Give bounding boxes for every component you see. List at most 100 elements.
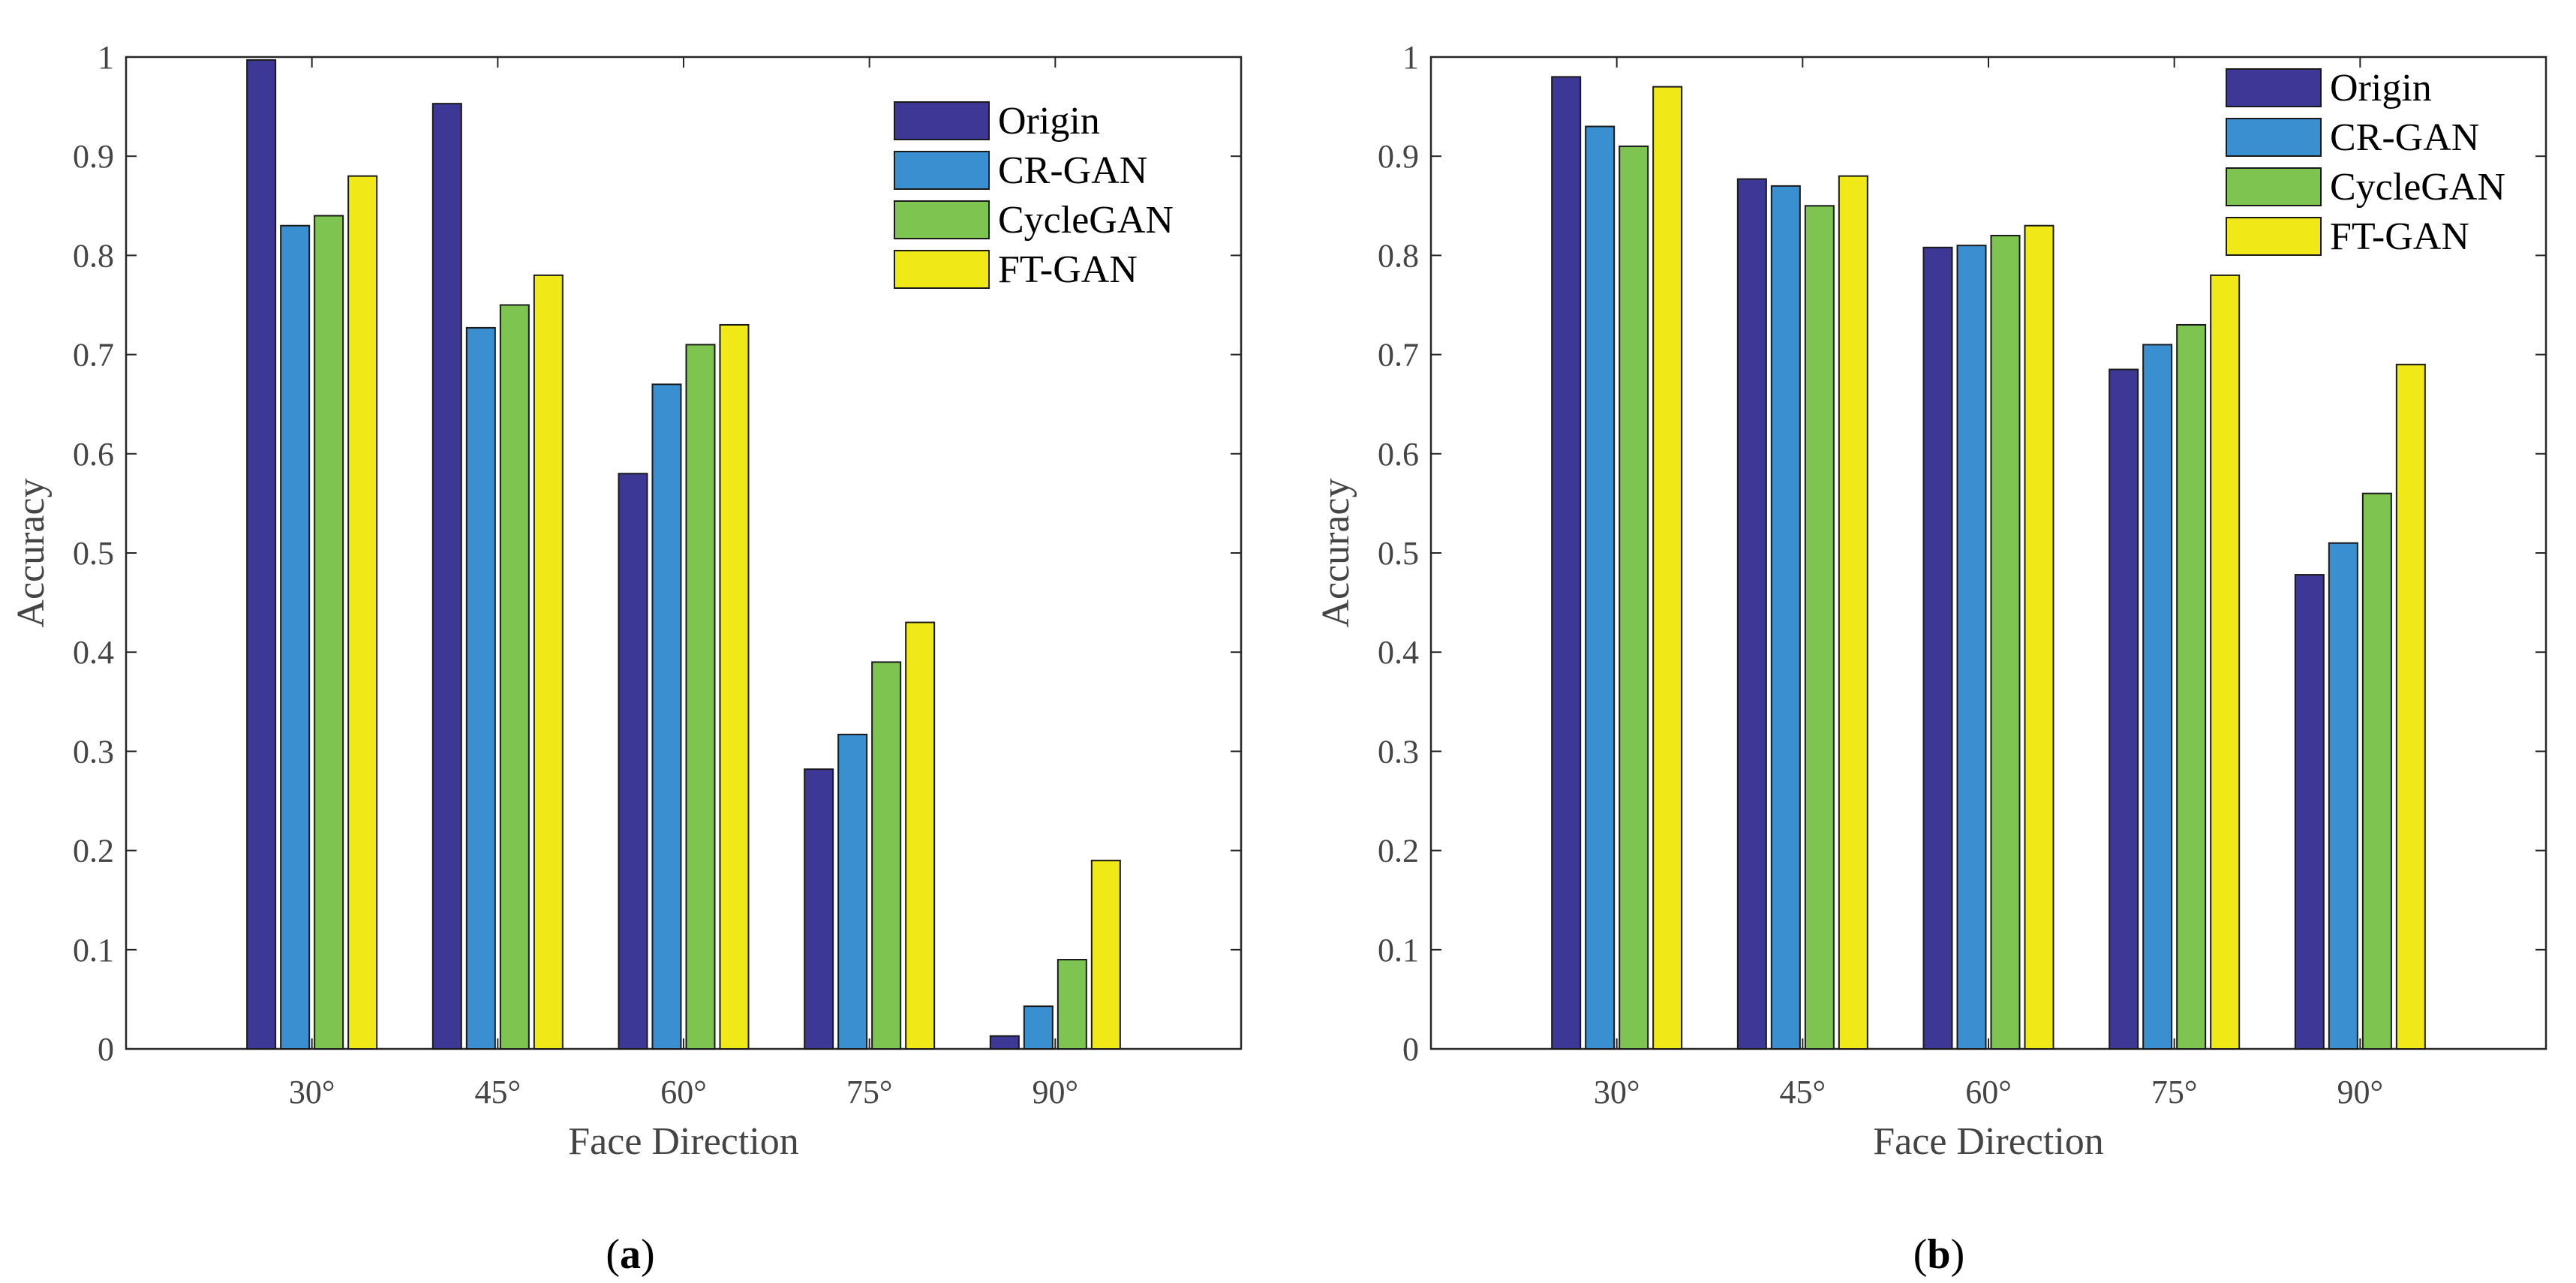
- plot-area: [125, 56, 1243, 1050]
- bar-cyclegan: [1057, 959, 1087, 1050]
- bar-cyclegan: [685, 344, 716, 1050]
- bar-cr-gan: [1956, 245, 1987, 1050]
- legend-swatch-cyclegan: [2226, 167, 2322, 206]
- bar-origin: [2294, 574, 2325, 1050]
- y-axis-label: Accuracy: [1315, 478, 1357, 627]
- legend-swatch-ft-gan: [894, 250, 990, 289]
- y-tick-label: 0.2: [73, 833, 114, 870]
- bar-ft-gan: [1838, 175, 1868, 1050]
- bar-cr-gan: [465, 326, 496, 1050]
- legend-label: FT-GAN: [2330, 215, 2469, 258]
- legend-label: CycleGAN: [2330, 166, 2505, 209]
- bar-origin: [431, 103, 462, 1050]
- legend-swatch-ft-gan: [2226, 217, 2322, 256]
- bar-cyclegan: [2176, 323, 2207, 1050]
- y-tick-label: 0.4: [1378, 634, 1419, 671]
- x-axis-label: Face Direction: [568, 1120, 799, 1163]
- bar-ft-gan: [2210, 274, 2241, 1050]
- bar-cyclegan: [1804, 205, 1835, 1050]
- bar-ft-gan: [1652, 86, 1683, 1050]
- bar-cr-gan: [2328, 542, 2358, 1050]
- bar-cr-gan: [837, 733, 868, 1050]
- bar-ft-gan: [719, 323, 750, 1050]
- bar-cyclegan: [1990, 234, 2021, 1050]
- legend-swatch-cyclegan: [894, 200, 990, 239]
- bar-ft-gan: [347, 175, 378, 1050]
- y-tick-label: 0.7: [1378, 337, 1419, 374]
- y-tick-label: 0.1: [1378, 932, 1419, 969]
- legend-swatch-origin: [894, 101, 990, 140]
- plot-area: [1429, 56, 2547, 1050]
- y-tick-label: 0.6: [1378, 436, 1419, 473]
- x-tick-label: 60°: [660, 1074, 707, 1110]
- bar-cr-gan: [1023, 1005, 1054, 1050]
- x-tick-label: 75°: [2151, 1074, 2198, 1110]
- bar-origin: [246, 59, 277, 1050]
- legend-label: CR-GAN: [998, 149, 1147, 192]
- x-tick-label: 45°: [475, 1074, 522, 1110]
- legend-swatch-cr-gan: [894, 151, 990, 190]
- x-tick-label: 75°: [846, 1074, 893, 1110]
- panel-caption: (b): [1913, 1231, 1964, 1278]
- bar-origin: [1551, 76, 1582, 1050]
- bar-origin: [989, 1035, 1020, 1050]
- y-tick-label: 0.3: [73, 733, 114, 770]
- x-tick-label: 90°: [1033, 1074, 1079, 1110]
- y-tick-label: 0.6: [73, 436, 114, 473]
- x-axis-label: Face Direction: [1873, 1120, 2104, 1163]
- bar-cyclegan: [2361, 492, 2392, 1050]
- bar-cr-gan: [1585, 125, 1616, 1050]
- y-tick-label: 0: [1402, 1031, 1419, 1068]
- bar-cyclegan: [1619, 145, 1649, 1050]
- panel-caption-letter: a: [620, 1231, 641, 1278]
- panel-caption-letter: b: [1927, 1231, 1950, 1278]
- bar-cyclegan: [314, 215, 344, 1050]
- bar-origin: [618, 473, 648, 1050]
- y-tick-label: 0.1: [73, 932, 114, 969]
- y-tick-label: 0.5: [73, 535, 114, 572]
- legend-label: CycleGAN: [998, 199, 1174, 242]
- x-tick-label: 30°: [289, 1074, 335, 1110]
- y-tick-label: 0.9: [73, 138, 114, 175]
- bar-origin: [2109, 368, 2139, 1050]
- x-tick-label: 90°: [2337, 1074, 2384, 1110]
- bar-cr-gan: [2142, 344, 2173, 1050]
- legend-label: FT-GAN: [998, 248, 1138, 291]
- x-tick-label: 45°: [1780, 1074, 1826, 1110]
- bar-ft-gan: [533, 274, 564, 1050]
- y-tick-label: 0.4: [73, 634, 114, 671]
- bar-origin: [1736, 178, 1767, 1050]
- y-tick-label: 1: [1402, 39, 1419, 76]
- bar-cyclegan: [499, 304, 530, 1050]
- y-tick-label: 0: [98, 1031, 114, 1068]
- x-tick-label: 60°: [1965, 1074, 2012, 1110]
- legend-label: Origin: [998, 100, 1100, 143]
- y-tick-label: 0.2: [1378, 833, 1419, 870]
- panel-caption: (a): [606, 1231, 654, 1278]
- bar-origin: [1922, 246, 1953, 1050]
- legend-label: CR-GAN: [2330, 116, 2479, 159]
- bar-cr-gan: [280, 224, 311, 1050]
- bar-ft-gan: [905, 621, 936, 1050]
- legend-swatch-origin: [2226, 68, 2322, 107]
- bar-cyclegan: [871, 661, 902, 1050]
- y-tick-label: 1: [98, 39, 114, 76]
- bar-origin: [804, 768, 834, 1050]
- y-tick-label: 0.3: [1378, 733, 1419, 770]
- x-tick-label: 30°: [1594, 1074, 1640, 1110]
- y-tick-label: 0.5: [1378, 535, 1419, 572]
- y-tick-label: 0.7: [73, 337, 114, 374]
- bar-ft-gan: [2395, 363, 2426, 1050]
- chart-panel-a: 0 0.1 0.2 0.3 0.4 0.5 0.6 0.7 0.8 0.9 1 30° 45° 60° 75…: [10, 39, 1243, 1278]
- legend-label: Origin: [2330, 67, 2432, 110]
- y-axis-label: Accuracy: [10, 478, 53, 627]
- y-tick-label: 0.8: [1378, 237, 1419, 274]
- chart-panel-b: 0 0.1 0.2 0.3 0.4 0.5 0.6 0.7 0.8 0.9 1 30° 45° 60° 75…: [1315, 39, 2547, 1278]
- y-tick-label: 0.9: [1378, 138, 1419, 175]
- bar-ft-gan: [2024, 224, 2054, 1050]
- bar-cr-gan: [1770, 185, 1801, 1050]
- legend-swatch-cr-gan: [2226, 118, 2322, 157]
- bar-ft-gan: [1090, 859, 1121, 1050]
- y-tick-label: 0.8: [73, 237, 114, 274]
